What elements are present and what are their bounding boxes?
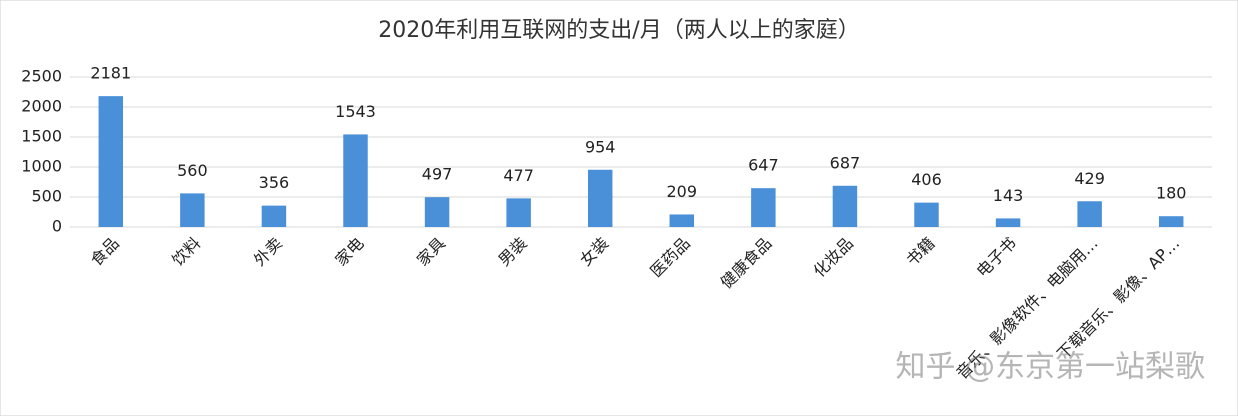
value-label: 1543 <box>335 102 376 121</box>
bar <box>914 202 939 227</box>
y-tick-label: 0 <box>52 217 62 236</box>
value-label: 647 <box>748 156 779 175</box>
value-label: 356 <box>259 173 290 192</box>
value-label: 477 <box>503 166 534 185</box>
y-tick-label: 500 <box>31 187 62 206</box>
bar <box>669 214 695 227</box>
y-tick-label: 2500 <box>21 67 62 86</box>
bar <box>343 134 368 227</box>
value-label: 560 <box>177 161 208 180</box>
value-label: 497 <box>422 165 453 184</box>
bar <box>832 185 858 227</box>
value-label: 2181 <box>90 64 131 83</box>
bar <box>587 169 613 227</box>
value-label: 687 <box>830 153 861 172</box>
bar <box>180 193 205 227</box>
value-label: 954 <box>585 137 616 156</box>
bar <box>1158 216 1184 227</box>
value-label: 209 <box>667 182 698 201</box>
bar <box>995 218 1021 227</box>
bar <box>424 197 450 227</box>
y-tick-label: 1500 <box>21 127 62 146</box>
value-label: 406 <box>911 170 942 189</box>
chart-title: 2020年利用互联网的支出/月（两人以上的家庭） <box>378 18 859 43</box>
bar <box>751 188 776 227</box>
value-label: 429 <box>1074 169 1105 188</box>
value-label: 180 <box>1156 184 1187 203</box>
bar <box>1077 201 1102 227</box>
value-label: 143 <box>993 186 1024 205</box>
y-tick-label: 1000 <box>21 157 62 176</box>
bar <box>98 96 124 227</box>
y-tick-label: 2000 <box>21 97 62 116</box>
bar <box>261 205 287 227</box>
bar <box>506 198 531 227</box>
watermark: 知乎 @东京第一站梨歌 <box>895 350 1205 385</box>
